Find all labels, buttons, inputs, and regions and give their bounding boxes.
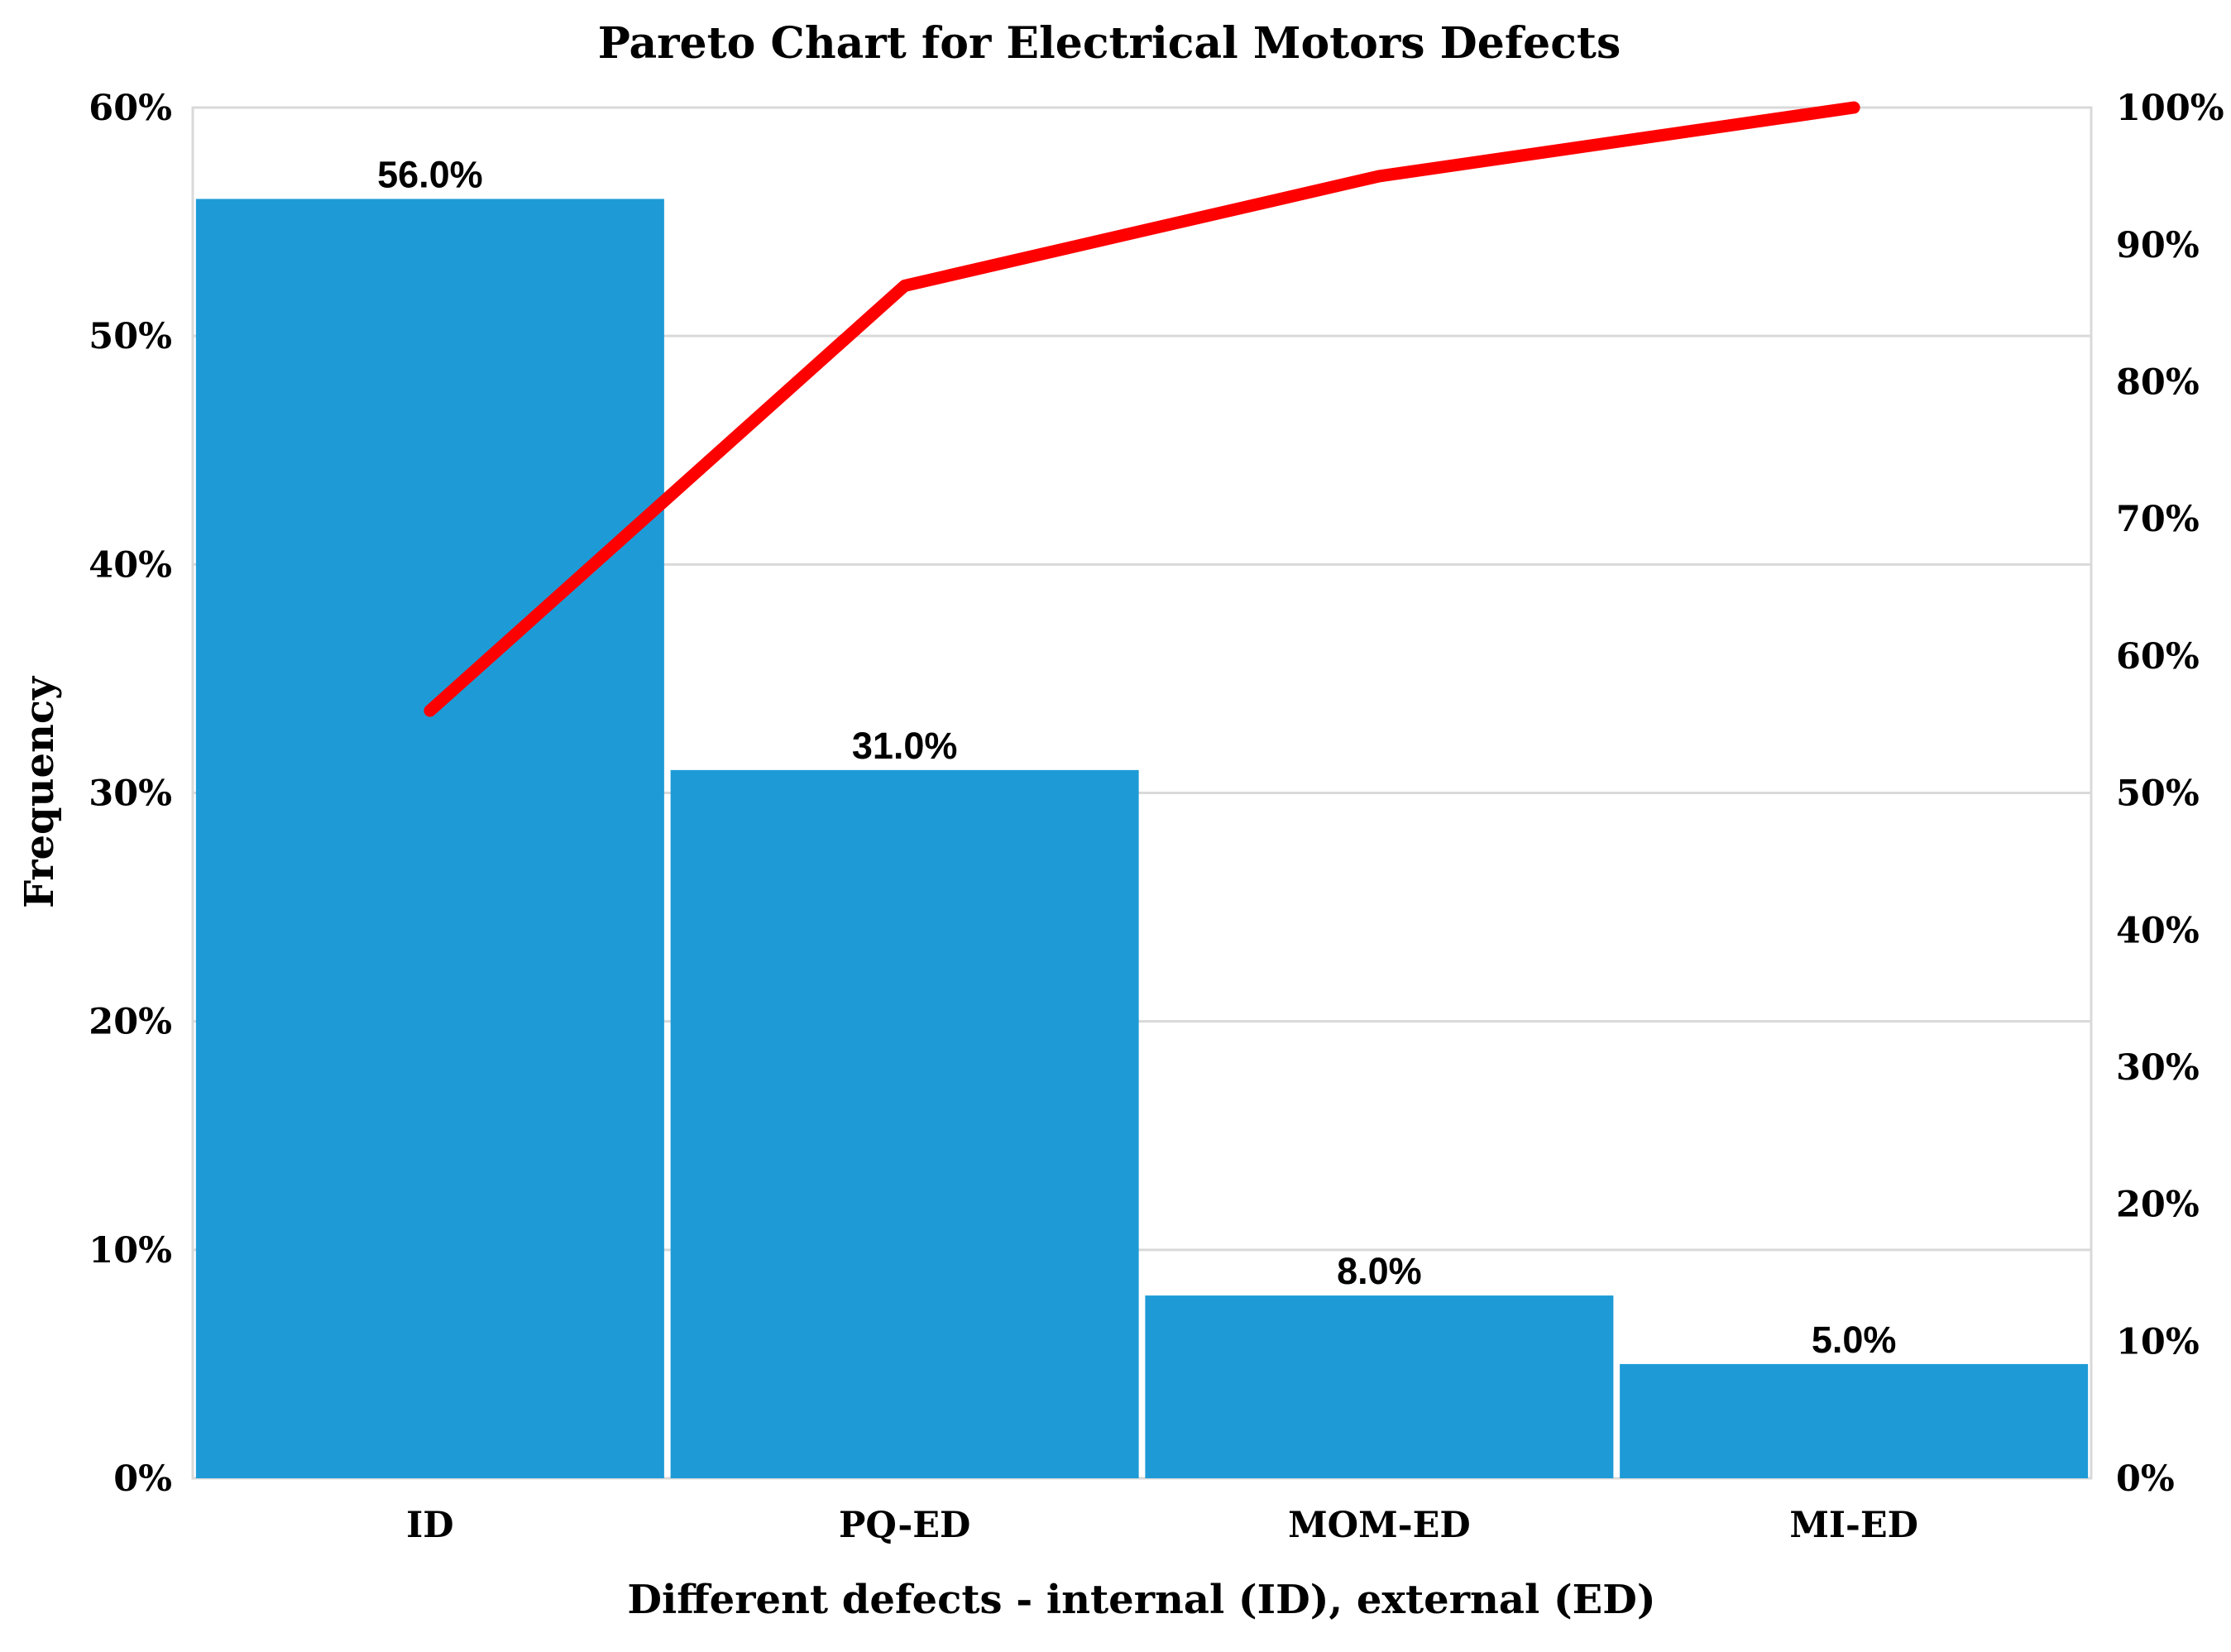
- right-axis-tick-label: 90%: [2116, 225, 2200, 266]
- chart-title: Pareto Chart for Electrical Motors Defec…: [598, 18, 1621, 69]
- cumulative-line-group: [424, 101, 1860, 717]
- right-axis-ticks-group: 0% 10% 20% 30% 40% 50% 60% 70% 80% 90% 100%: [2116, 88, 2224, 1500]
- right-axis-tick-label: 30%: [2116, 1047, 2200, 1089]
- right-axis-tick-label: 40%: [2116, 910, 2200, 951]
- left-axis-tick-label: 40%: [89, 544, 172, 586]
- left-axis-title: Frequency: [17, 675, 63, 908]
- right-axis-tick-label: 10%: [2116, 1321, 2200, 1362]
- left-axis-ticks-group: 0% 10% 20% 30% 40% 50% 60%: [89, 88, 172, 1500]
- right-axis-tick-label: 0%: [2116, 1458, 2175, 1500]
- category-label: MOM-ED: [1288, 1505, 1471, 1546]
- left-axis-tick-label: 20%: [89, 1002, 172, 1043]
- category-label: MI-ED: [1789, 1505, 1918, 1546]
- right-axis-tick-label: 50%: [2116, 773, 2200, 815]
- plot-border: [191, 106, 2093, 1480]
- right-axis-tick-label: 70%: [2116, 499, 2200, 540]
- left-axis-tick-label: 10%: [89, 1230, 172, 1271]
- right-axis-tick-label: 100%: [2116, 88, 2224, 129]
- bar-data-label: 8.0%: [1337, 1250, 1422, 1292]
- right-axis-tick-label: 20%: [2116, 1185, 2200, 1226]
- bar-data-label: 31.0%: [852, 725, 958, 767]
- bar-id: [195, 199, 664, 1478]
- bar-mom-ed: [1145, 1295, 1614, 1478]
- category-label: PQ-ED: [839, 1505, 970, 1546]
- bar-data-label: 5.0%: [1812, 1319, 1897, 1361]
- right-axis-tick-label: 80%: [2116, 362, 2200, 403]
- right-axis-tick-label: 60%: [2116, 636, 2200, 678]
- bar-mi-ed: [1620, 1363, 2089, 1478]
- bar-data-label: 56.0%: [377, 153, 483, 195]
- left-axis-tick-label: 60%: [89, 88, 172, 129]
- left-axis-tick-label: 30%: [89, 773, 172, 815]
- bar-pq-ed: [670, 769, 1139, 1478]
- cumulative-percentage-line: [424, 101, 1860, 717]
- category-label: ID: [406, 1505, 453, 1546]
- category-labels-group: ID PQ-ED MOM-ED MI-ED: [406, 1505, 1918, 1546]
- plot-border-group: [191, 106, 2093, 1480]
- bars-group: [195, 199, 2089, 1478]
- left-axis-tick-label: 0%: [113, 1458, 172, 1500]
- bottom-axis-title: Different defects - internal (ID), exter…: [627, 1577, 1655, 1623]
- data-labels-group: 56.0% 31.0% 8.0% 5.0%: [377, 153, 1896, 1360]
- left-axis-tick-label: 50%: [89, 316, 172, 357]
